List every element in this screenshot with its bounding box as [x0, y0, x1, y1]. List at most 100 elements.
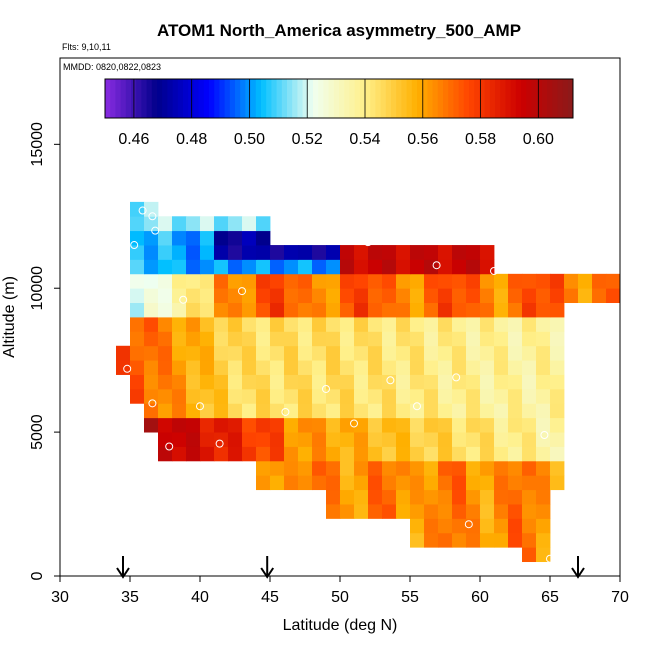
heatmap-cell: [214, 302, 229, 318]
colorbar-swatch: [463, 79, 470, 118]
heatmap-cell: [438, 245, 453, 260]
heatmap-cell: [494, 374, 509, 390]
heatmap-cell: [564, 273, 579, 289]
heatmap-cell: [494, 331, 509, 347]
heatmap-cell: [144, 317, 159, 332]
heatmap-cell: [340, 403, 355, 419]
heatmap-cell: [522, 547, 537, 563]
x-tick-label: 65: [541, 589, 559, 606]
heatmap-cell: [424, 288, 439, 304]
heatmap-cell: [424, 446, 439, 462]
heatmap-cell: [438, 518, 453, 534]
heatmap-cell: [130, 201, 145, 217]
heatmap-cell: [340, 245, 355, 260]
colorbar-tick-label: 0.56: [407, 131, 438, 148]
heatmap-cell: [186, 317, 201, 332]
heatmap-cell: [214, 388, 229, 404]
heatmap-cell: [606, 288, 621, 304]
heatmap-cell: [228, 360, 243, 375]
heatmap-cell: [522, 475, 537, 491]
colorbar-tick-label: 0.46: [118, 131, 149, 148]
heatmap-cell: [368, 317, 383, 332]
heatmap-cell: [326, 273, 341, 289]
heatmap-cell: [368, 288, 383, 304]
heatmap-cell: [494, 489, 509, 505]
heatmap-cell: [480, 374, 495, 390]
heatmap-cell: [172, 446, 187, 462]
heatmap-cell: [396, 475, 411, 491]
heatmap-cell: [382, 302, 397, 318]
heatmap-cell: [228, 230, 243, 246]
heatmap-cell: [438, 460, 453, 476]
heatmap-cell: [326, 460, 341, 476]
heatmap-cell: [116, 345, 131, 361]
heatmap-cell: [284, 403, 299, 419]
y-tick-label: 10000: [29, 266, 46, 311]
colorbar-swatch: [333, 79, 340, 118]
heatmap-cell: [508, 432, 523, 447]
heatmap-cell: [424, 417, 439, 433]
heatmap-cell: [214, 259, 229, 275]
heatmap-cell: [144, 403, 159, 419]
heatmap-cell: [452, 245, 467, 260]
heatmap-cell: [144, 288, 159, 304]
heatmap-cell: [410, 518, 425, 534]
heatmap-cell: [186, 360, 201, 375]
heatmap-cell: [270, 374, 285, 390]
heatmap-cell: [522, 345, 537, 361]
heatmap-cell: [284, 417, 299, 433]
heatmap-cell: [270, 331, 285, 347]
heatmap-cell: [578, 288, 593, 304]
heatmap-cell: [494, 518, 509, 534]
heatmap-cell: [214, 273, 229, 289]
heatmap-cell: [480, 331, 495, 347]
colorbar-swatch: [266, 79, 272, 118]
heatmap-cell: [508, 302, 523, 318]
colorbar-swatch: [489, 79, 496, 118]
heatmap-cell: [466, 446, 481, 462]
heatmap-cell: [438, 388, 453, 404]
heatmap-cell: [340, 475, 355, 491]
heatmap-cell: [522, 518, 537, 534]
heatmap-cell: [312, 432, 327, 447]
colorbar-swatch: [417, 79, 423, 118]
x-tick-label: 60: [471, 589, 489, 606]
heatmap-cell: [242, 417, 257, 433]
heatmap-cell: [424, 345, 439, 361]
heatmap-cell: [466, 360, 481, 375]
heatmap-cell: [494, 504, 509, 519]
heatmap-cell: [410, 317, 425, 332]
heatmap-cell: [522, 374, 537, 390]
heatmap-cell: [130, 331, 145, 347]
flight-point: [281, 407, 290, 416]
heatmap-cell: [494, 460, 509, 476]
heatmap-cell: [550, 360, 565, 375]
colorbar-swatch: [406, 79, 413, 118]
heatmap-cell: [116, 360, 131, 375]
heatmap-cell: [466, 317, 481, 332]
heatmap-cell: [368, 273, 383, 289]
heatmap-cell: [256, 216, 271, 232]
y-tick-label: 15000: [29, 122, 46, 167]
heatmap-cell: [144, 273, 159, 289]
heatmap-cell: [382, 403, 397, 419]
heatmap-cell: [228, 446, 243, 462]
heatmap-cell: [382, 504, 397, 519]
location-arrows: [116, 556, 585, 579]
heatmap-cell: [214, 446, 229, 462]
heatmap-cell: [144, 245, 159, 260]
heatmap-cell: [312, 288, 327, 304]
heatmap-cell: [410, 504, 425, 519]
heatmap-cell: [466, 403, 481, 419]
heatmap-cell: [312, 345, 327, 361]
heatmap-cell: [298, 388, 313, 404]
heatmap-cell: [242, 302, 257, 318]
heatmap-cell: [550, 345, 565, 361]
heatmap-cell: [452, 360, 467, 375]
heatmap-cell: [284, 360, 299, 375]
chart-title: ATOM1 North_America asymmetry_500_AMP: [157, 21, 521, 40]
heatmap-cell: [312, 460, 327, 476]
heatmap-cell: [536, 417, 551, 433]
heatmap-cell: [270, 345, 285, 361]
heatmap-cell: [410, 302, 425, 318]
